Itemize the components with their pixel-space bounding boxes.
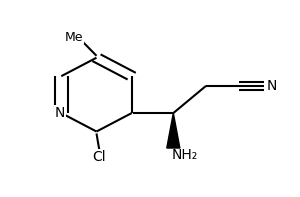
Text: Cl: Cl [93,150,106,164]
Text: N: N [267,79,278,93]
Polygon shape [167,113,180,148]
Text: Me: Me [65,31,83,44]
Text: NH₂: NH₂ [172,148,198,162]
Text: N: N [55,106,65,120]
